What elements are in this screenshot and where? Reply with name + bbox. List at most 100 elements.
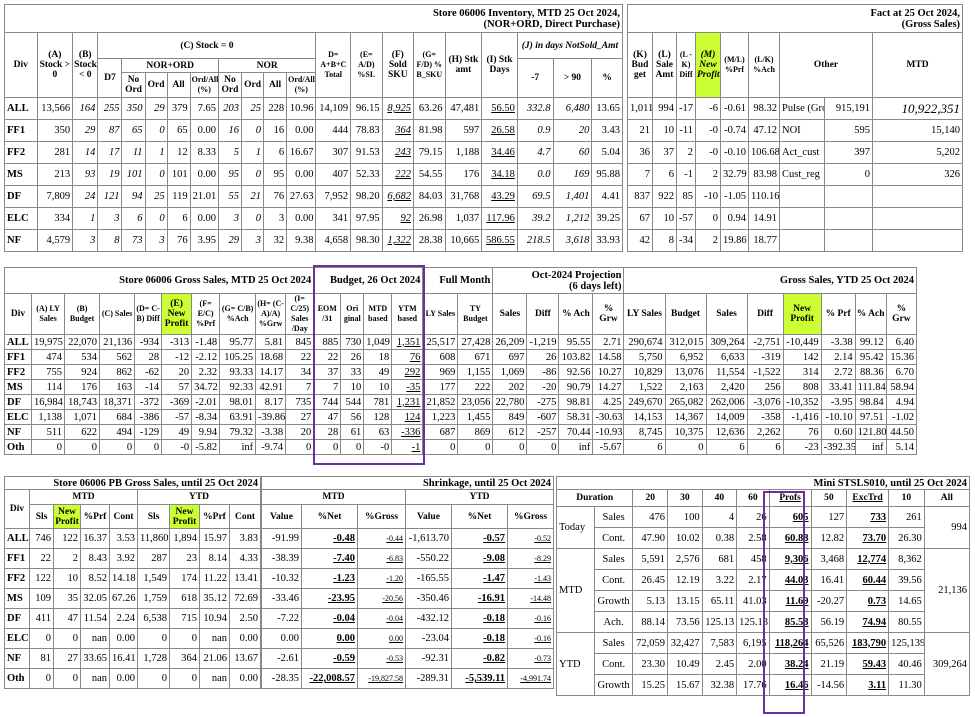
col-gt90: > 90 [552,58,593,98]
inv-pct1: 8.33 [189,141,219,164]
fact-table: Fact at 25 Oct 2024, (Gross Sales) (K) Bu… [626,4,964,252]
gs-col-yly: LY Sales [623,293,666,335]
pb-yn: 23 [169,548,200,569]
fact-l: 10 [652,119,677,142]
inv-pct1: 0.00 [189,163,219,186]
pb-yc: 0.00 [229,668,261,689]
pb-n: 0 [53,668,81,689]
fact-m: 0 [695,207,721,230]
gs-lys: 21,852 [422,394,459,410]
table-row: Today Sales 476 100 4 26 605 127 733 261 994 [556,506,971,549]
duration-label: Today [556,506,595,549]
gs-ori: 33 [340,364,365,380]
row-div: ELC [4,207,38,230]
mini-col-30: 30 [667,489,703,507]
inv-e: 98.20 [350,185,383,208]
gs-col-g: (G= C/B) %Ach [219,293,257,335]
col-m: (M) New Profit [695,32,721,98]
gs-g: 95.77 [219,334,257,350]
gs-pa: 103.82 [558,349,594,365]
gs-a: 19,975 [31,334,66,350]
mini-cell: 41.03 [736,590,770,612]
mini-cell: 88.14 [632,611,669,633]
inv-no1: 11 [121,141,146,164]
table-row: NF 81 27 33.65 16.41 1,728 364 21.06 13.67 [4,648,261,669]
shr-gross: -19,827.58 [357,668,406,689]
pb-ys: 0 [137,668,170,689]
inv-j7: 332.8 [516,97,554,120]
pb-s: 0 [29,628,54,649]
fact-ml: 32.79 [720,163,749,186]
gs-col-eom: EOM /31 [313,293,342,335]
row-div: FF2 [3,364,33,380]
gs-yb: 265,082 [664,394,707,410]
mini-cell: 7,583 [701,632,738,654]
inv-all2: 16 [263,119,288,142]
gs-ps: 22,780 [492,394,528,410]
inv-d7: 8 [97,229,123,252]
shr-ynet: -0.82 [451,648,508,669]
gs-col-yach: % Ach [854,293,887,335]
gs-col-pach: % Ach [558,293,594,335]
shr-value: -33.46 [261,588,302,609]
mini-cell: 0.38 [701,527,738,549]
fact-d: 85 [676,185,696,208]
mini-block: Mini STSLS010, until 25 Oct 2024 Duratio… [555,476,971,696]
inv-all1: 379 [166,97,191,120]
table-row: Oth 0 0 0 0 -0 -5.82 inf -9.74 0 0 0 -0 -1 0 0 0 0 inf -5.6… [3,439,918,455]
gs-ya: 95.42 [854,349,887,365]
pb-yp: 21.06 [199,648,230,669]
mini-cell: 59.43 [846,653,890,675]
inv-ord2: 0 [241,207,265,230]
gs-pd: 26 [526,349,560,365]
pb-yp: nan [199,668,230,689]
gs-col-ygrw: % Grw [885,293,918,335]
gs-yd: 2,262 [746,424,784,440]
gs-ori: 61 [340,424,365,440]
gs-pg: 4.25 [592,394,625,410]
inv-jp: 39.25 [591,207,623,230]
pb-ys: 0 [137,628,170,649]
gs-yl: 290,674 [623,334,666,350]
gs-ys: 11,554 [705,364,748,380]
shr-col-net: %Net [301,504,358,529]
pb-n: 122 [53,528,81,549]
mini-cell: 2.45 [701,653,738,675]
mini-cell: 26.45 [632,569,669,591]
table-row: NF 4,579 3 8 73 3 76 3.95 29 3 32 9.38 4,658 98.30 1,3… [4,229,623,252]
inv-b: 24 [72,185,99,208]
gs-tyb: 27,428 [457,334,494,350]
gs-a: 1,138 [31,409,66,425]
row-div: FF1 [4,548,30,569]
inv-h: 31,768 [444,185,483,208]
mini-cell: 125.13 [701,611,738,633]
fact-lk: 83.98 [748,163,780,186]
pb-col-prf: %Prf [80,504,110,529]
gs-yd: -3,076 [746,394,784,410]
gs-hh: -3.38 [255,424,287,440]
mini-cell: 23.30 [632,653,669,675]
pb-yn: 715 [169,608,200,629]
mini-cell: 12.19 [667,569,703,591]
fact-ml: -0.61 [720,97,749,120]
inv-no1: 94 [121,185,146,208]
pb-n: 47 [53,608,81,629]
pb-col-ytd: YTD [137,489,261,505]
gs-ys: 14,009 [705,409,748,425]
mini-cell: 6,195 [736,632,770,654]
row-div: NF [3,424,33,440]
gross-sales-title: Store 06006 Gross Sales, MTD 25 Oct 2024 [3,267,315,294]
inv-j7: 69.5 [516,185,554,208]
inventory-table-block: Store 06006 Inventory, MTD 25 Oct 2024,(… [4,4,624,252]
inv-ord1: 3 [144,229,168,252]
gs-ya: 98.84 [854,394,887,410]
table-row: -7.22 -0.04 -0.04 -432.12 -0.18 -0.16 [261,608,555,629]
mini-col-10: 10 [888,489,925,507]
gs-b: 22,070 [64,334,101,350]
mini-cell: 15.25 [632,674,669,696]
inv-a: 4,579 [36,229,74,252]
gs-pa: 58.31 [558,409,594,425]
gs-d: 0 [134,439,163,455]
col-ml: (M/L) %Prf [720,32,749,98]
mini-cell: 65,526 [810,632,848,654]
